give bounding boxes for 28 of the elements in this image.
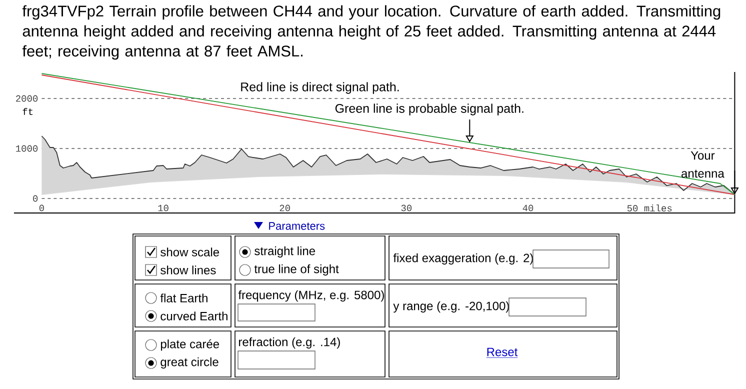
text: Reset <box>487 348 518 356</box>
text: flat Earth <box>160 294 208 302</box>
text: true line of sight <box>254 264 339 276</box>
y-tick-label: 0 <box>33 195 38 202</box>
annotation: Green line is probable signal path. <box>335 104 524 116</box>
text: y range (e.g. -20,100) <box>393 301 509 313</box>
x-tick-label: 10 <box>158 204 168 212</box>
text: frequency (MHz, e.g. 5800) <box>238 290 384 302</box>
x-tick-label: 40 <box>522 204 534 212</box>
text: show lines <box>160 266 216 274</box>
annotation: Your antenna <box>682 151 724 178</box>
y-axis-title: ft <box>22 108 33 115</box>
text: show scale <box>160 248 220 256</box>
chart-title: frg34TVFp2 Terrain profile between CH44 and your location. Curvature of earth added. Transmitting antenna height added and receiving antenna height of 25 feet added. Transmitting antenna at 2444 feet; receiving antenna at 87 feet AMSL. <box>22 5 720 60</box>
x-tick-label: 20 <box>280 204 290 212</box>
text: curved Earth <box>160 312 228 320</box>
y-tick-label: 2000 <box>16 95 38 102</box>
x-tick-label: 0 <box>39 204 44 212</box>
text: great circle <box>160 357 218 369</box>
text: fixed exaggeration (e.g. 2) <box>393 253 533 265</box>
annotation: Red line is direct signal path. <box>241 82 399 94</box>
text: straight line <box>254 246 316 258</box>
x-tick-label: 30 <box>401 204 412 212</box>
text: plate carée <box>160 339 220 351</box>
y-tick-label: 1000 <box>16 145 38 152</box>
x-tick-label: 50 miles <box>627 204 672 212</box>
text: Parameters <box>269 222 325 230</box>
text: refraction (e.g. .14) <box>239 337 340 349</box>
